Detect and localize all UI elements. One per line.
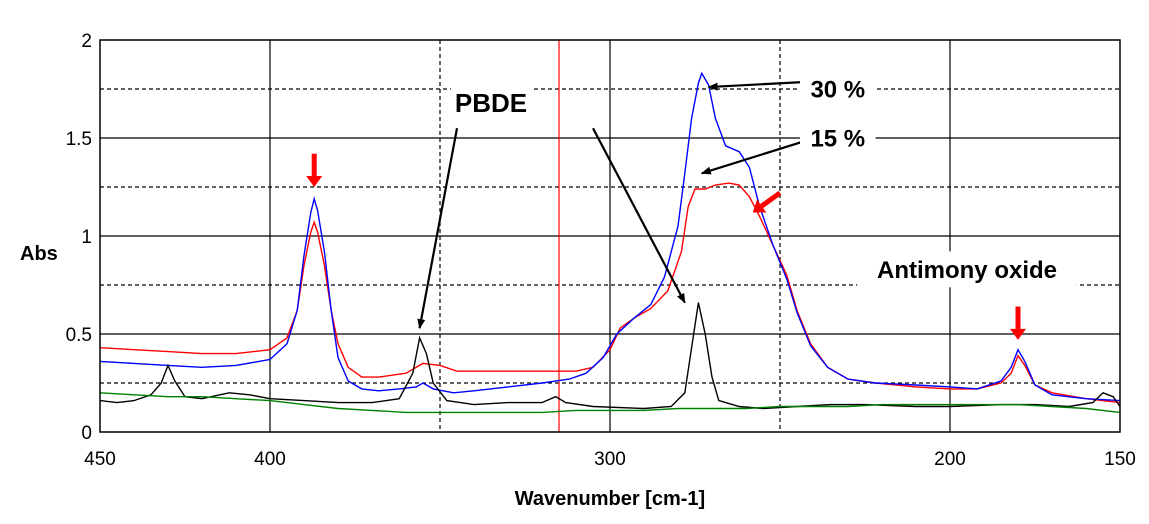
grid <box>100 40 1120 432</box>
series-line-2 <box>99 71 1121 402</box>
annotation-background <box>800 120 876 156</box>
red-peak-arrowhead <box>306 176 323 187</box>
annotation-background <box>857 251 1077 288</box>
x-tick-label: 150 <box>1104 449 1136 470</box>
y-tick-label: 0 <box>81 423 92 444</box>
x-tick-label: 400 <box>254 449 286 470</box>
red-peak-arrow <box>760 190 782 209</box>
annotation-arrow <box>592 127 686 304</box>
annotation-arrow <box>417 127 459 330</box>
series-layer <box>99 71 1121 414</box>
tick-labels: 450 400 300 200 150 0 0.5 1 1.5 2 <box>66 31 1136 470</box>
annotation-layer: PBDE 30 % 15 % Antimony oxide <box>306 71 1077 340</box>
x-tick-label: 450 <box>84 449 116 470</box>
series-line-4 <box>99 392 1121 414</box>
x-axis-title: Wavenumber [cm-1] <box>515 488 705 510</box>
annotation-label: 15 % <box>810 126 865 153</box>
series-line-3 <box>99 302 1121 410</box>
plot-frame <box>99 39 1121 433</box>
annotation-label: PBDE <box>455 88 527 118</box>
y-tick-label: 1.5 <box>66 129 92 150</box>
y-tick-label: 2 <box>81 31 92 52</box>
annotation-background <box>800 71 876 107</box>
y-tick-label: 0.5 <box>66 325 92 346</box>
x-tick-label: 300 <box>594 449 626 470</box>
red-peak-arrowhead <box>752 199 767 213</box>
red-peak-arrowhead <box>1010 328 1026 340</box>
annotation-background <box>450 83 532 122</box>
annotation-label: Antimony oxide <box>877 257 1057 284</box>
y-axis-title: Abs <box>20 243 58 265</box>
x-tick-label: 200 <box>934 449 966 470</box>
annotation-label: 30 % <box>810 77 865 104</box>
y-tick-label: 1 <box>81 227 92 248</box>
